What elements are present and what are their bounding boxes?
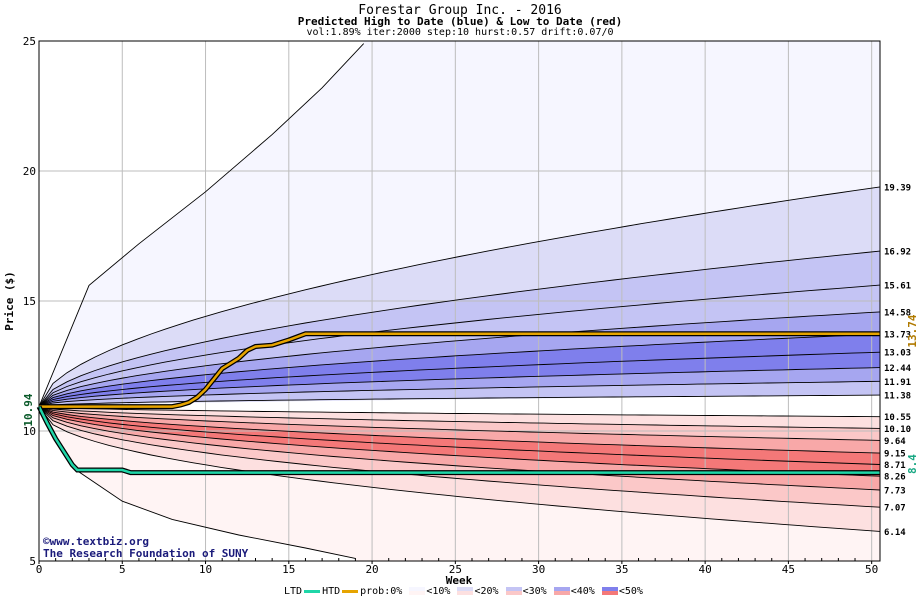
upper-band-label-4: 13.73: [884, 331, 911, 341]
htd-end-label: 13.74: [906, 314, 919, 347]
lower-band-line-4: [38, 406, 881, 465]
lower-band-line-2: [38, 406, 881, 441]
upper-band-line-7: [38, 380, 881, 408]
lower-band-line-3: [38, 406, 881, 454]
lower-band-line-8: [38, 406, 881, 532]
y-axis-label: Price ($): [3, 271, 16, 331]
legend: LTD HTD prob:0% <10% <20% <30% <40% <50%: [284, 586, 643, 597]
lower-band-label-3: 9.15: [884, 450, 906, 460]
lower-band-label-0: 10.55: [884, 413, 911, 423]
band-line-layer: [38, 43, 881, 559]
x-tick-label-25: 25: [449, 563, 462, 576]
upper-band-line-8: [38, 394, 881, 408]
lower-band-label-6: 7.73: [884, 487, 906, 497]
legend-text-50: <50%: [618, 586, 643, 597]
upper-band-label-8: 11.38: [884, 392, 911, 402]
chart-title: Forestar Group Inc. - 2016: [358, 3, 562, 18]
outer-upper-line: [38, 43, 365, 407]
upper-band-label-6: 12.44: [884, 364, 912, 374]
lower-band-label-7: 7.07: [884, 504, 906, 514]
lower-band-label-8: 6.14: [884, 528, 906, 538]
series-layer: [36, 331, 880, 476]
band-middle: [39, 395, 880, 417]
ltd-end-label: 8.4: [906, 454, 919, 474]
y-tick-label-20: 20: [23, 165, 36, 178]
x-tick-label-0: 0: [36, 563, 43, 576]
legend-ltd-label: LTD: [284, 586, 303, 597]
upper-band-label-0: 19.39: [884, 183, 911, 193]
upper-band-line-3: [38, 311, 881, 407]
plot-frame: [38, 40, 881, 562]
x-tick-label-5: 5: [119, 563, 126, 576]
legend-swatch-50: [601, 587, 618, 595]
lower-band-line-0: [38, 406, 881, 418]
legend-swatch-30: [505, 587, 522, 595]
legend-swatch-20: [457, 587, 474, 595]
legend-swatch-10: [409, 587, 426, 595]
series-htd-line: [39, 332, 880, 408]
lower-band-label-5: 8.26: [884, 473, 906, 483]
upper-band-label-3: 14.58: [884, 308, 911, 318]
legend-item-10: <10%: [408, 586, 450, 597]
legend-item-20: <20%: [456, 586, 499, 597]
x-tick-label-15: 15: [282, 563, 295, 576]
y-tick-label-15: 15: [23, 295, 36, 308]
legend-text-20: <20%: [474, 586, 499, 597]
chart-subtitle: Predicted High to Date (blue) & Low to D…: [297, 15, 623, 28]
legend-item-50: <50%: [601, 586, 643, 597]
x-tick-label-35: 35: [615, 563, 628, 576]
x-tick-label-45: 45: [782, 563, 795, 576]
watermark-line2: The Research Foundation of SUNY: [43, 547, 249, 560]
upper-band-label-1: 16.92: [884, 248, 911, 258]
start-value-label: 10.94: [22, 393, 35, 426]
y-tick-label-25: 25: [23, 35, 36, 48]
band-layer: [39, 41, 880, 561]
legend-ltd-swatch: [304, 589, 321, 593]
legend-htd-swatch: [342, 589, 359, 593]
lower-band-line-6: [38, 406, 881, 491]
legend-item-40: <40%: [553, 586, 595, 597]
y-tick-label-5: 5: [29, 555, 36, 568]
upper-band-line-1: [38, 250, 881, 407]
upper-band-label-7: 11.91: [884, 378, 911, 388]
legend-prob-label: prob:0%: [360, 586, 403, 597]
upper-band-line-6: [38, 367, 881, 408]
legend-text-10: <10%: [426, 586, 451, 597]
legend-swatch-40: [553, 587, 570, 595]
upper-band-line-4: [38, 333, 881, 407]
legend-text-30: <30%: [522, 586, 547, 597]
lower-band-line-7: [38, 406, 881, 508]
upper-band-label-2: 15.61: [884, 282, 911, 292]
x-tick-label-30: 30: [532, 563, 545, 576]
lower-band-label-2: 9.64: [884, 437, 906, 447]
lower-band-label-1: 10.10: [884, 425, 911, 435]
upper-band-label-5: 13.03: [884, 349, 911, 359]
label-layer: 19.39 16.92 15.61 14.58 13.73 13.03 12.44 11.91…: [884, 183, 912, 538]
x-tick-label-10: 10: [199, 563, 212, 576]
legend-htd-label: HTD: [322, 586, 341, 597]
series-ltd-line: [37, 406, 880, 474]
legend-item-30: <30%: [505, 586, 547, 597]
y-tick-label-10: 10: [23, 425, 36, 438]
x-tick-label-50: 50: [865, 563, 878, 576]
upper-band-line-0: [38, 186, 881, 407]
upper-band-line-5: [38, 351, 881, 408]
lower-band-label-4: 8.71: [884, 461, 906, 471]
x-tick-label-20: 20: [365, 563, 378, 576]
x-axis-label: Week: [446, 574, 473, 587]
watermark-line1: ©www.textbiz.org: [43, 535, 149, 548]
lower-band-line-1: [38, 406, 881, 429]
upper-band-line-2: [38, 284, 881, 407]
x-tick-label-40: 40: [699, 563, 712, 576]
chart-params: vol:1.89% iter:2000 step:10 hurst:0.57 d…: [306, 27, 614, 38]
legend-text-40: <40%: [570, 586, 595, 597]
